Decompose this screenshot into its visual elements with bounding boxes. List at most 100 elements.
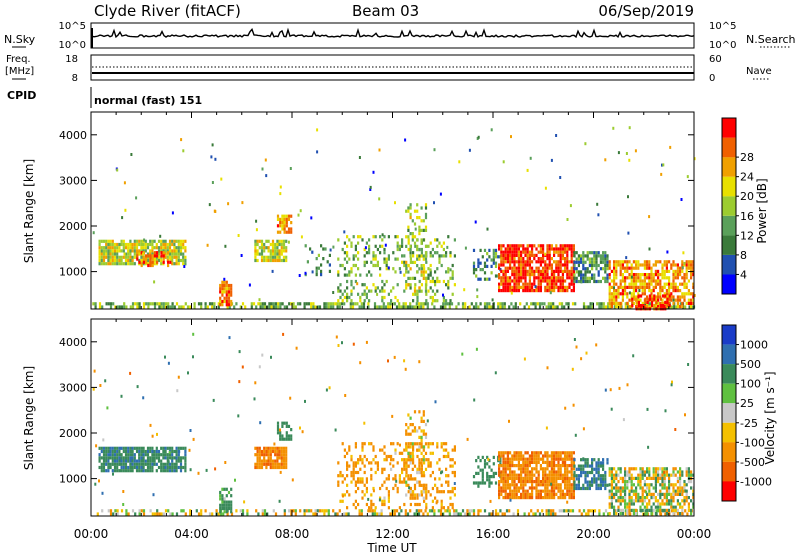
data-cell xyxy=(109,262,112,266)
data-cell xyxy=(510,302,513,306)
data-cell xyxy=(138,249,141,253)
data-cell xyxy=(544,260,547,264)
data-cell xyxy=(571,302,575,306)
data-cell xyxy=(539,489,542,493)
data-cell xyxy=(418,448,421,452)
data-cell xyxy=(418,467,421,471)
data-cell xyxy=(498,266,501,270)
data-cell xyxy=(537,289,540,293)
data-cell xyxy=(553,457,556,461)
data-cell xyxy=(506,257,509,261)
scatter-cell xyxy=(358,156,361,159)
data-cell xyxy=(513,476,516,480)
data-cell xyxy=(561,285,564,289)
data-cell xyxy=(453,283,456,287)
data-cell xyxy=(142,453,145,457)
data-cell xyxy=(223,497,226,501)
data-cell xyxy=(343,493,346,497)
data-cell xyxy=(535,454,538,458)
data-cell xyxy=(281,302,284,306)
data-cell xyxy=(429,273,432,277)
data-cell xyxy=(626,502,629,506)
data-cell xyxy=(692,263,695,267)
scatter-cell xyxy=(555,134,558,137)
data-cell xyxy=(155,462,158,466)
data-cell xyxy=(597,467,600,471)
scatter-cell xyxy=(211,143,214,147)
data-cell xyxy=(359,295,362,300)
data-cell xyxy=(416,442,419,446)
data-cell xyxy=(546,282,549,286)
data-cell xyxy=(265,459,268,463)
data-cell xyxy=(269,456,272,460)
data-cell xyxy=(617,292,620,296)
data-cell xyxy=(290,227,293,231)
data-cell xyxy=(105,446,108,450)
data-cell xyxy=(534,305,537,309)
data-cell xyxy=(173,249,176,253)
data-cell xyxy=(632,512,635,516)
data-cell xyxy=(524,476,527,480)
noise-tick-left-bottom: 10^0 xyxy=(59,40,86,51)
data-cell xyxy=(617,486,620,490)
data-cell xyxy=(654,273,657,277)
data-cell xyxy=(424,423,428,427)
data-cell xyxy=(444,305,447,309)
data-cell xyxy=(221,287,224,291)
data-cell xyxy=(617,508,620,512)
data-cell xyxy=(398,506,401,510)
data-cell xyxy=(420,439,423,443)
data-cell xyxy=(561,457,564,461)
data-cell xyxy=(630,273,633,277)
data-cell xyxy=(444,302,447,306)
data-cell xyxy=(665,260,668,264)
data-cell xyxy=(164,302,168,306)
data-cell xyxy=(619,266,622,270)
data-cell xyxy=(327,512,330,516)
data-cell xyxy=(502,289,505,293)
data-cell xyxy=(663,486,666,490)
data-cell xyxy=(584,260,587,264)
data-cell xyxy=(390,467,393,471)
data-cell xyxy=(379,235,382,239)
data-cell xyxy=(363,483,366,487)
data-cell xyxy=(424,203,428,207)
data-cell xyxy=(374,257,377,261)
data-cell xyxy=(94,305,97,309)
data-cell xyxy=(657,470,660,474)
data-cell xyxy=(138,260,141,264)
data-cell xyxy=(116,446,119,450)
data-cell xyxy=(604,260,607,264)
data-cell xyxy=(142,260,145,264)
data-cell xyxy=(168,252,172,256)
data-cell xyxy=(650,282,653,286)
data-cell xyxy=(279,224,282,228)
data-cell xyxy=(113,242,117,247)
data-cell xyxy=(361,448,364,452)
data-cell xyxy=(147,254,150,258)
data-cell xyxy=(564,476,567,480)
data-cell xyxy=(650,289,653,293)
data-cell xyxy=(506,253,509,257)
data-cell xyxy=(122,459,125,463)
data-cell xyxy=(522,476,525,480)
data-cell xyxy=(500,464,503,468)
data-cell xyxy=(413,305,416,309)
data-cell xyxy=(591,276,594,280)
data-cell xyxy=(577,257,580,261)
data-cell xyxy=(429,279,432,284)
data-cell xyxy=(650,505,653,509)
data-cell xyxy=(314,509,317,513)
data-cell xyxy=(423,474,426,478)
data-cell xyxy=(668,294,671,298)
data-cell xyxy=(422,219,425,223)
data-cell xyxy=(513,483,516,487)
data-cell xyxy=(385,454,388,459)
data-cell xyxy=(260,249,264,253)
data-cell xyxy=(486,462,489,466)
data-cell xyxy=(271,465,275,470)
colorbar-segment xyxy=(722,364,736,384)
data-cell xyxy=(147,302,150,306)
data-cell xyxy=(532,512,535,516)
data-cell xyxy=(646,300,649,304)
